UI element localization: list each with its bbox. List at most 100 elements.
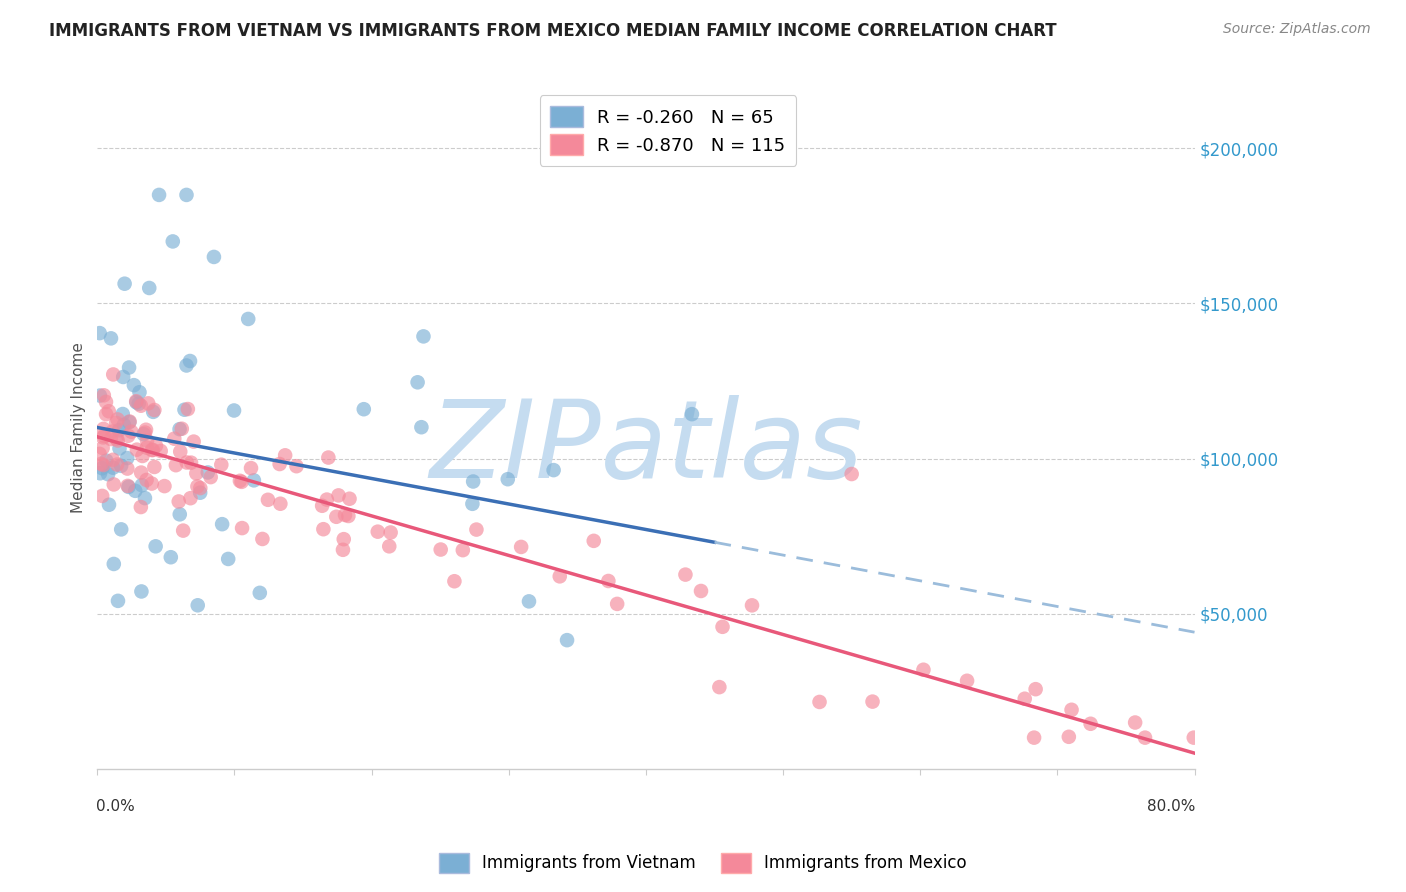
Point [89, 467, 111, 481]
Point [353, 402, 375, 417]
Point [231, 521, 253, 535]
Point [91, 461, 114, 475]
Point [257, 492, 280, 507]
Point [188, 481, 211, 495]
Point [105, 432, 128, 446]
Point [1182, 731, 1205, 745]
Point [709, 680, 731, 694]
Point [240, 461, 263, 475]
Point [1022, 731, 1045, 745]
Point [128, 397, 150, 411]
Point [841, 467, 863, 481]
Point [101, 425, 124, 439]
Point [136, 434, 159, 448]
Point [165, 458, 187, 472]
Point [675, 567, 697, 582]
Point [555, 633, 578, 648]
Point [97, 467, 120, 482]
Point [217, 552, 239, 566]
Point [1014, 691, 1036, 706]
Point [103, 477, 125, 491]
Point [681, 407, 703, 421]
Point [183, 434, 205, 449]
Point [252, 532, 274, 546]
Point [98, 498, 121, 512]
Point [582, 533, 605, 548]
Point [1025, 682, 1047, 697]
Point [159, 550, 181, 565]
Point [337, 508, 360, 523]
Point [380, 525, 402, 540]
Point [93, 422, 115, 436]
Point [153, 479, 176, 493]
Point [179, 354, 201, 368]
Point [179, 491, 201, 506]
Point [105, 416, 128, 430]
Point [274, 448, 297, 462]
Point [107, 434, 129, 448]
Point [91, 458, 114, 472]
Point [269, 497, 291, 511]
Point [131, 584, 153, 599]
Point [862, 695, 884, 709]
Point [117, 461, 139, 475]
Point [200, 470, 222, 484]
Point [115, 451, 138, 466]
Point [741, 599, 763, 613]
Point [125, 394, 148, 409]
Point [107, 594, 129, 608]
Point [128, 385, 150, 400]
Point [187, 599, 209, 613]
Point [243, 474, 266, 488]
Point [101, 460, 124, 475]
Point [711, 620, 734, 634]
Point [912, 663, 935, 677]
Point [100, 331, 122, 345]
Point [110, 458, 132, 473]
Point [91, 441, 114, 455]
Point [543, 463, 565, 477]
Point [129, 399, 152, 413]
Point [176, 188, 198, 202]
Point [177, 402, 200, 417]
Point [122, 378, 145, 392]
Point [103, 368, 125, 382]
Point [143, 460, 166, 475]
Point [209, 458, 232, 472]
Point [129, 466, 152, 480]
Point [238, 312, 260, 326]
Point [117, 429, 139, 443]
Point [93, 388, 115, 402]
Point [105, 458, 128, 472]
Point [378, 539, 401, 553]
Point [285, 459, 308, 474]
Point [145, 539, 167, 553]
Point [136, 396, 159, 410]
Point [89, 326, 111, 340]
Point [463, 475, 485, 489]
Point [1123, 715, 1146, 730]
Point [108, 423, 131, 437]
Text: Source: ZipAtlas.com: Source: ZipAtlas.com [1223, 22, 1371, 37]
Point [129, 500, 152, 514]
Legend: R = -0.260   N = 65, R = -0.870   N = 115: R = -0.260 N = 65, R = -0.870 N = 115 [540, 95, 796, 166]
Point [315, 492, 337, 507]
Point [411, 420, 433, 434]
Point [517, 594, 540, 608]
Point [134, 425, 156, 440]
Point [465, 523, 488, 537]
Text: 80.0%: 80.0% [1147, 799, 1195, 814]
Text: ZIPatlas: ZIPatlas [429, 395, 863, 500]
Point [135, 441, 157, 455]
Point [176, 455, 198, 469]
Point [138, 281, 160, 295]
Point [172, 524, 194, 538]
Point [188, 485, 211, 500]
Point [231, 475, 253, 489]
Point [114, 277, 136, 291]
Point [118, 360, 141, 375]
Point [451, 543, 474, 558]
Point [100, 432, 122, 446]
Point [163, 432, 186, 446]
Point [120, 425, 142, 439]
